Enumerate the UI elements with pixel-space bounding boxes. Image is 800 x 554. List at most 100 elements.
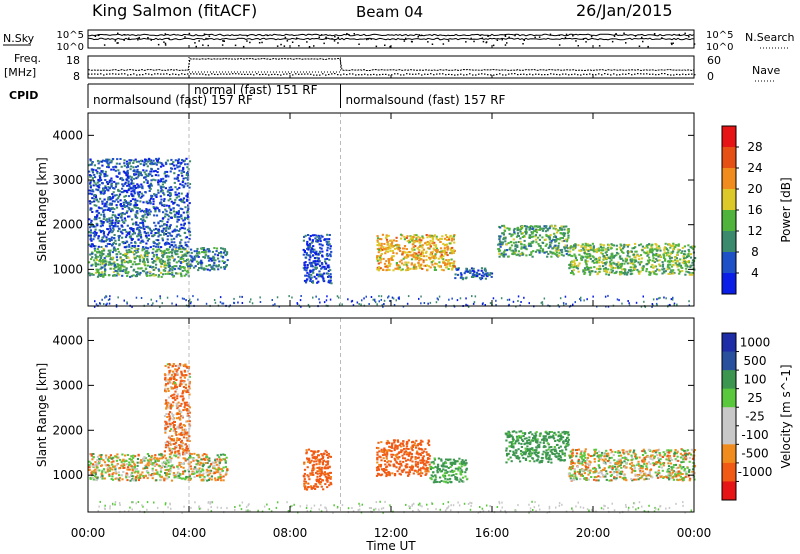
data-cell xyxy=(547,253,550,255)
data-cell xyxy=(654,254,657,256)
data-cell xyxy=(125,211,128,214)
data-cell xyxy=(651,263,654,266)
data-cell xyxy=(259,296,261,299)
data-cell xyxy=(167,215,170,218)
nave-dot xyxy=(211,73,213,75)
data-cell xyxy=(448,262,452,265)
data-cell xyxy=(110,203,113,206)
data-cell xyxy=(654,265,657,268)
data-cell xyxy=(201,465,205,468)
data-cell xyxy=(168,456,172,458)
data-cell xyxy=(161,239,164,242)
data-cell xyxy=(633,269,636,271)
data-cell xyxy=(186,438,189,441)
data-cell xyxy=(313,248,316,251)
data-cell xyxy=(390,239,393,242)
data-cell xyxy=(131,245,134,247)
data-cell xyxy=(158,457,161,460)
data-cell xyxy=(116,270,119,273)
data-cell xyxy=(145,178,148,181)
data-cell xyxy=(574,257,578,260)
data-cell xyxy=(212,461,215,464)
data-cell xyxy=(96,263,100,266)
count-dot xyxy=(442,43,445,45)
data-cell xyxy=(164,208,167,211)
data-cell xyxy=(144,255,147,258)
data-cell xyxy=(225,252,229,255)
data-cell xyxy=(596,248,599,250)
data-cell xyxy=(169,267,172,270)
data-cell xyxy=(113,465,116,468)
data-cell xyxy=(475,273,478,276)
data-cell xyxy=(198,261,201,264)
data-cell xyxy=(136,263,139,266)
data-cell xyxy=(431,237,434,239)
count-dot xyxy=(411,41,413,43)
data-cell xyxy=(117,200,120,203)
data-cell xyxy=(608,271,611,274)
data-cell xyxy=(668,257,672,260)
data-cell xyxy=(602,255,605,257)
count-dot xyxy=(98,34,100,36)
data-cell xyxy=(164,441,167,444)
data-cell xyxy=(378,300,380,303)
data-cell xyxy=(121,232,124,235)
data-cell xyxy=(109,161,112,164)
nave-dot xyxy=(520,73,522,75)
data-cell xyxy=(163,262,166,265)
data-cell xyxy=(173,268,177,271)
count-dot xyxy=(164,44,167,46)
data-cell xyxy=(201,474,204,477)
data-cell xyxy=(140,236,143,239)
data-cell xyxy=(158,259,161,262)
data-cell xyxy=(412,253,415,256)
count-dot xyxy=(286,40,289,42)
data-cell xyxy=(155,214,159,217)
data-cell xyxy=(589,272,592,275)
data-cell xyxy=(107,164,110,167)
data-cell xyxy=(317,275,320,278)
data-cell xyxy=(309,235,312,237)
data-cell xyxy=(110,224,113,227)
data-cell xyxy=(560,237,563,239)
data-cell xyxy=(219,296,222,299)
data-cell xyxy=(99,274,102,277)
data-cell xyxy=(118,171,121,174)
data-cell xyxy=(102,275,105,278)
data-cell xyxy=(107,208,110,211)
data-cell xyxy=(313,275,316,278)
data-cell xyxy=(127,175,130,178)
count-dot xyxy=(117,42,119,44)
data-cell xyxy=(195,463,198,466)
data-cell xyxy=(129,200,132,203)
data-cell xyxy=(652,266,655,269)
data-cell xyxy=(172,164,175,167)
data-cell xyxy=(601,262,604,265)
data-cell xyxy=(166,256,169,259)
data-cell xyxy=(670,265,673,268)
nave-dot xyxy=(562,73,564,75)
data-cell xyxy=(152,474,155,477)
data-cell xyxy=(169,170,172,173)
data-cell xyxy=(452,252,455,254)
nave-dot xyxy=(574,73,576,75)
count-dot xyxy=(514,34,516,37)
data-cell xyxy=(189,477,192,480)
data-cell xyxy=(444,263,447,266)
data-cell xyxy=(308,237,311,240)
data-cell xyxy=(98,167,101,170)
data-cell xyxy=(630,250,633,253)
data-cell xyxy=(137,224,140,227)
data-cell xyxy=(393,304,396,306)
data-cell xyxy=(633,261,636,264)
data-cell xyxy=(588,273,592,276)
data-cell xyxy=(528,242,531,245)
data-cell xyxy=(549,245,552,248)
data-cell xyxy=(690,273,694,276)
data-cell xyxy=(676,263,679,266)
data-cell xyxy=(174,159,177,162)
data-cell xyxy=(118,243,121,246)
data-cell xyxy=(511,252,514,255)
data-cell xyxy=(638,263,641,266)
data-cell xyxy=(101,475,104,477)
